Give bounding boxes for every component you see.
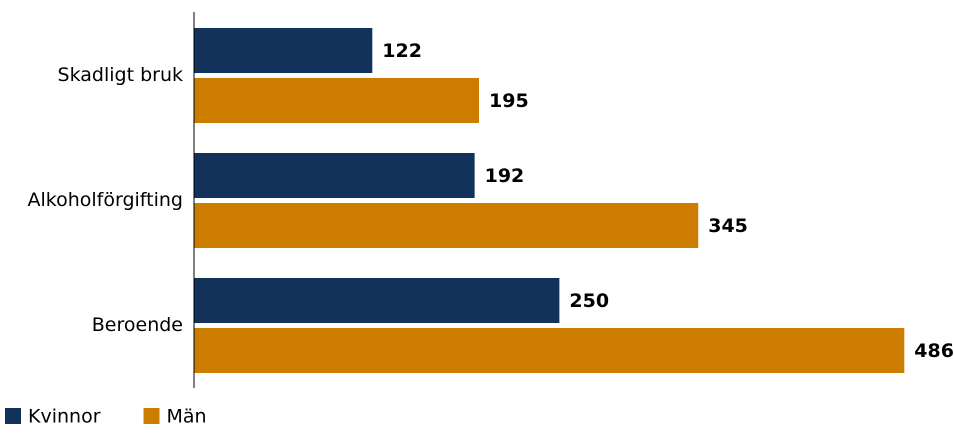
value-label: 250 <box>569 290 609 312</box>
legend-label: Kvinnor <box>28 406 101 428</box>
legend-swatch <box>5 408 21 424</box>
bar <box>194 203 699 248</box>
bar <box>194 278 560 323</box>
value-label: 192 <box>485 165 525 187</box>
bar <box>194 153 475 198</box>
bar <box>194 28 373 73</box>
value-label: 486 <box>914 340 954 362</box>
bar <box>194 328 905 373</box>
legend-label: Män <box>167 406 207 428</box>
category-label: Alkoholförgifting <box>28 189 184 211</box>
legend-swatch <box>143 408 160 424</box>
value-label: 345 <box>708 215 748 237</box>
value-label: 195 <box>489 90 529 112</box>
category-label: Beroende <box>92 314 183 336</box>
category-label: Skadligt bruk <box>58 64 183 86</box>
value-label: 122 <box>382 40 422 62</box>
bar <box>194 78 479 123</box>
